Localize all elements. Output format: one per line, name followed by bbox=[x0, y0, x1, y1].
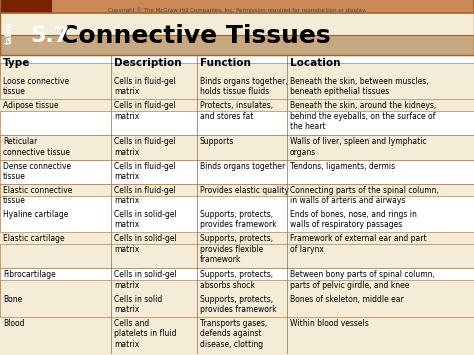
Text: Beneath the skin, between muscles,
beneath epithelial tissues: Beneath the skin, between muscles, benea… bbox=[290, 77, 428, 97]
Text: Cells in solid-gel
matrix: Cells in solid-gel matrix bbox=[114, 210, 177, 229]
Text: Within blood vessels: Within blood vessels bbox=[290, 319, 368, 328]
Text: Dense connective
tissue: Dense connective tissue bbox=[3, 162, 71, 181]
Bar bbox=[0, 184, 474, 208]
Text: Function: Function bbox=[200, 58, 251, 68]
Text: Beneath the skin, around the kidneys,
behind the eyeballs, on the surface of
the: Beneath the skin, around the kidneys, be… bbox=[290, 101, 436, 131]
Text: Cells in solid-gel
matrix: Cells in solid-gel matrix bbox=[114, 234, 177, 253]
Bar bbox=[0, 268, 474, 293]
Text: Supports, protects,
provides flexible
framework: Supports, protects, provides flexible fr… bbox=[200, 234, 273, 264]
Text: Location: Location bbox=[290, 58, 340, 68]
Bar bbox=[0, 51, 474, 75]
Bar bbox=[0, 196, 474, 232]
Text: Protects, insulates,
and stores fat: Protects, insulates, and stores fat bbox=[200, 101, 273, 121]
Text: Cells in solid-gel
matrix: Cells in solid-gel matrix bbox=[114, 271, 177, 290]
Text: Framework of external ear and part
of larynx: Framework of external ear and part of la… bbox=[290, 234, 427, 253]
Text: Binds organs together: Binds organs together bbox=[200, 162, 285, 171]
Text: Connective Tissues: Connective Tissues bbox=[60, 24, 331, 48]
Text: Ends of bones, nose, and rings in
walls of respiratory passages: Ends of bones, nose, and rings in walls … bbox=[290, 210, 417, 229]
Text: Tendons, ligaments, dermis: Tendons, ligaments, dermis bbox=[290, 162, 395, 171]
Text: Cells in fluid-gel
matrix: Cells in fluid-gel matrix bbox=[114, 186, 176, 205]
Text: Hyaline cartilage: Hyaline cartilage bbox=[3, 210, 68, 219]
Text: Binds organs together,
holds tissue fluids: Binds organs together, holds tissue flui… bbox=[200, 77, 287, 97]
Bar bbox=[0, 280, 474, 317]
Text: Blood: Blood bbox=[3, 319, 25, 328]
Text: Reticular
connective tissue: Reticular connective tissue bbox=[3, 137, 70, 157]
Text: Elastic connective
tissue: Elastic connective tissue bbox=[3, 186, 73, 205]
Text: Cells in fluid-gel
matrix: Cells in fluid-gel matrix bbox=[114, 162, 176, 181]
Text: Loose connective
tissue: Loose connective tissue bbox=[3, 77, 69, 97]
Text: Adipose tissue: Adipose tissue bbox=[3, 101, 59, 110]
Text: Description: Description bbox=[114, 58, 182, 68]
Text: Connecting parts of the spinal column,
in walls of arteris and airways: Connecting parts of the spinal column, i… bbox=[290, 186, 438, 205]
Bar bbox=[0, 35, 474, 55]
Text: Fibrocartilage: Fibrocartilage bbox=[3, 271, 56, 279]
Text: Cells in fluid-gel
matrix: Cells in fluid-gel matrix bbox=[114, 137, 176, 157]
Text: Supports, protects,
provides framework: Supports, protects, provides framework bbox=[200, 210, 276, 229]
Text: Cells in fluid-gel
matrix: Cells in fluid-gel matrix bbox=[114, 101, 176, 121]
Text: Provides elastic quality: Provides elastic quality bbox=[200, 186, 289, 195]
Bar bbox=[0, 111, 474, 136]
Text: Elastic cartilage: Elastic cartilage bbox=[3, 234, 64, 243]
Text: Cells in solid
matrix: Cells in solid matrix bbox=[114, 295, 163, 314]
Text: Cells and
platelets in fluid
matrix: Cells and platelets in fluid matrix bbox=[114, 319, 177, 349]
Text: Walls of liver, spleen and lymphatic
organs: Walls of liver, spleen and lymphatic org… bbox=[290, 137, 427, 157]
Bar bbox=[0, 63, 474, 99]
Bar bbox=[0, 136, 474, 160]
Bar bbox=[52, 0, 474, 13]
Text: Supports, protects,
absorbs shock: Supports, protects, absorbs shock bbox=[200, 271, 273, 290]
Text: Between bony parts of spinal column,
parts of pelvic girdle, and knee: Between bony parts of spinal column, par… bbox=[290, 271, 435, 290]
Text: Type: Type bbox=[3, 58, 30, 68]
Bar bbox=[0, 244, 474, 268]
Text: Supports, protects,
provides framework: Supports, protects, provides framework bbox=[200, 295, 276, 314]
Text: Supports: Supports bbox=[200, 137, 234, 146]
Bar bbox=[0, 0, 52, 13]
Text: Cells in fluid-gel
matrix: Cells in fluid-gel matrix bbox=[114, 77, 176, 97]
Text: 5.7: 5.7 bbox=[30, 26, 69, 46]
Text: Copyright © The McGraw-Hill Companies, Inc. Permission required for reproduction: Copyright © The McGraw-Hill Companies, I… bbox=[108, 7, 366, 13]
Text: table: table bbox=[4, 22, 13, 44]
Text: Bones of skeleton, middle ear: Bones of skeleton, middle ear bbox=[290, 295, 403, 304]
Text: Transports gases,
defends against
disease, clotting: Transports gases, defends against diseas… bbox=[200, 319, 267, 349]
Bar bbox=[0, 160, 474, 184]
Bar bbox=[0, 0, 474, 55]
Text: Bone: Bone bbox=[3, 295, 22, 304]
